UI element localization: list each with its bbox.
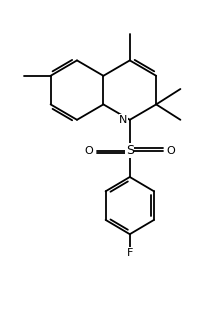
Text: O: O [85, 146, 94, 156]
Text: O: O [166, 146, 175, 156]
Text: N: N [119, 115, 128, 125]
Text: F: F [127, 248, 133, 258]
Text: S: S [126, 144, 134, 157]
